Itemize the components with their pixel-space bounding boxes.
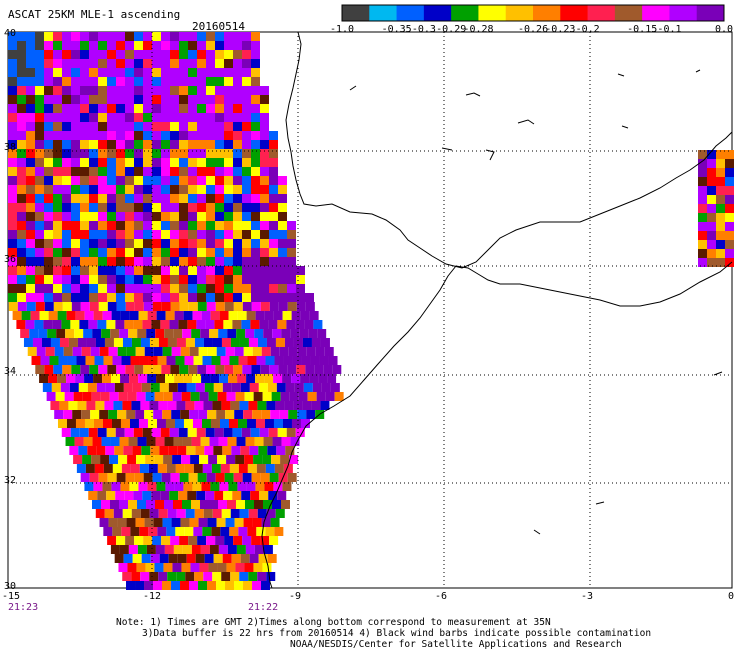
lon-label-m9: -9 [289, 591, 302, 602]
time-label-right: 21:22 [248, 602, 279, 613]
colorbar-swatch [478, 5, 507, 21]
colorbar-tick-label: -0.28 [463, 24, 494, 35]
scatterometer-swath [8, 32, 344, 590]
lat-label-38: 38 [4, 142, 17, 153]
lon-label-m6: -6 [435, 591, 448, 602]
colorbar-swatch [669, 5, 698, 21]
colorbar-swatch [642, 5, 670, 21]
graticule [8, 32, 732, 588]
lat-label-40: 40 [4, 28, 17, 39]
colorbar-tick-label: -0.26 [518, 24, 549, 35]
scatterometer-swath-east [698, 150, 734, 267]
product-date: 20160514 [192, 20, 245, 33]
product-title: ASCAT 25KM MLE-1 ascending [8, 8, 181, 21]
colorbar-swatch [342, 5, 370, 21]
lat-label-36: 36 [4, 254, 17, 265]
colorbar-tick-label: -0.3 [411, 24, 436, 35]
iberia-coastline [285, 31, 733, 269]
colorbar-swatch [505, 5, 534, 21]
colorbar-tick-label: 0.0 [715, 24, 734, 35]
colorbar-swatch [369, 5, 398, 21]
colorbar-swatch [396, 5, 425, 21]
colorbar-tick-label: -0.15 [627, 24, 658, 35]
north-africa-coastline [261, 261, 733, 589]
colorbar-tick-label: -0.35 [381, 24, 412, 35]
colorbar-tick-label: -0.1 [657, 24, 682, 35]
colorbar [341, 4, 725, 22]
lat-label-32: 32 [4, 475, 17, 486]
lon-label-m15: -15 [2, 591, 21, 602]
time-label-left: 21:23 [8, 602, 39, 613]
colorbar-swatch [614, 5, 643, 21]
footer-note-3: NOAA/NESDIS/Center for Satellite Applica… [290, 639, 622, 650]
footer-note-2: 3)Data buffer is 22 hrs from 20160514 4)… [142, 628, 652, 639]
lon-label-m3: -3 [581, 591, 594, 602]
map-frame [7, 31, 733, 589]
colorbar-swatch [423, 5, 452, 21]
lon-label-0: 0 [728, 591, 735, 602]
colorbar-tick-label: -0.29 [436, 24, 467, 35]
lat-label-34: 34 [4, 366, 17, 377]
colorbar-tick-label: -0.2 [575, 24, 600, 35]
coastline [261, 31, 733, 589]
colorbar-swatch [533, 5, 561, 21]
colorbar-swatch [587, 5, 616, 21]
colorbar-swatch [451, 5, 479, 21]
footer-note-1: Note: 1) Times are GMT 2)Times along bot… [116, 617, 551, 628]
lat-label-30: 30 [4, 581, 17, 592]
colorbar-tick-label: -1.0 [330, 24, 355, 35]
colorbar-swatch [696, 5, 725, 21]
lon-label-m12: -12 [143, 591, 162, 602]
colorbar-swatch [560, 5, 589, 21]
islands [349, 69, 723, 535]
colorbar-tick-label: -0.23 [545, 24, 576, 35]
